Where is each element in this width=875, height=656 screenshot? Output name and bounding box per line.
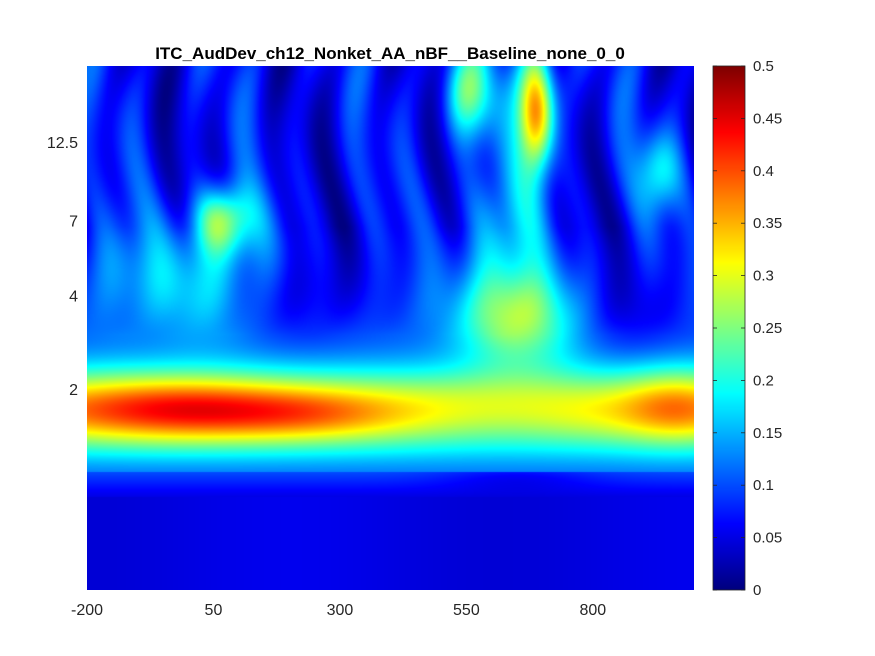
colorbar-tick-label: 0.1 — [753, 477, 774, 494]
y-tick-label: 7 — [69, 213, 78, 230]
plot-area — [87, 66, 694, 590]
colorbar-tick-label: 0 — [753, 582, 761, 599]
colorbar-tick-label: 0.45 — [753, 110, 782, 127]
colorbar-tick-label: 0.4 — [753, 163, 774, 180]
colorbar-ticks: 0 0.05 0.1 0.15 0.2 0.25 0.3 0.35 0.4 0.45 0.5 — [713, 58, 782, 599]
x-tick-label: -200 — [71, 602, 103, 619]
colorbar-gradient — [713, 66, 745, 590]
colorbar-tick-label: 0.5 — [753, 58, 774, 75]
heatmap-image — [87, 66, 694, 590]
colorbar-tick-label: 0.15 — [753, 425, 782, 442]
colorbar-tick-label: 0.05 — [753, 530, 782, 547]
x-tick-label: 800 — [579, 602, 606, 619]
colorbar: 0 0.05 0.1 0.15 0.2 0.25 0.3 0.35 0.4 0.45 0.5 — [712, 58, 782, 599]
colorbar-tick-label: 0.35 — [753, 215, 782, 232]
y-tick-label: 12.5 — [47, 135, 78, 152]
y-tick-label: 4 — [69, 289, 78, 306]
colorbar-tick-label: 0.3 — [753, 268, 774, 285]
colorbar-tick-label: 0.25 — [753, 320, 782, 337]
x-axis: -200 50 300 550 800 — [71, 602, 606, 619]
chart-title: ITC_AudDev_ch12_Nonket_AA_nBF__Baseline_… — [155, 44, 625, 63]
x-tick-label: 50 — [205, 602, 223, 619]
x-tick-label: 550 — [453, 602, 480, 619]
colorbar-tick-label: 0.2 — [753, 372, 774, 389]
y-axis: 12.5 7 4 2 — [47, 135, 78, 399]
y-tick-label: 2 — [69, 382, 78, 399]
x-tick-label: 300 — [327, 602, 354, 619]
